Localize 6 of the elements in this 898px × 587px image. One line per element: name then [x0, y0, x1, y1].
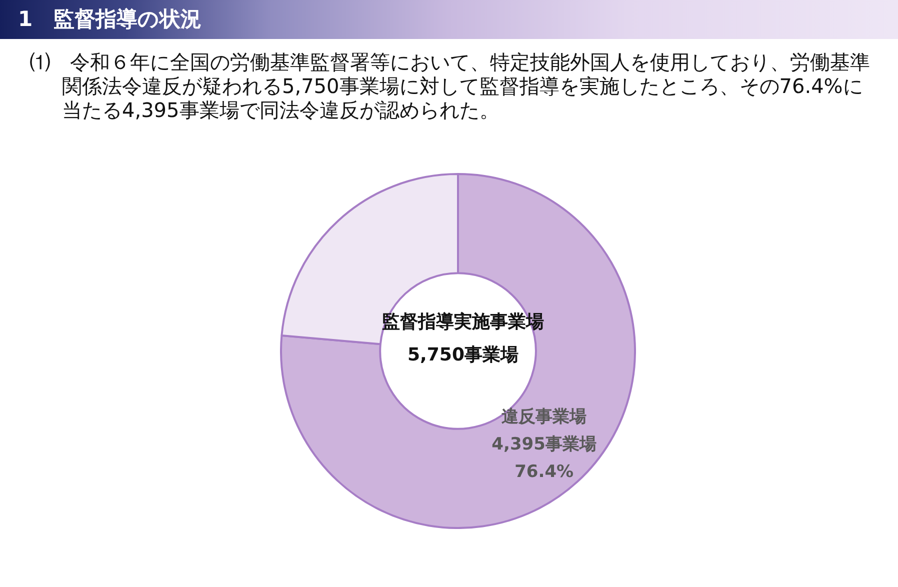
text: 1 監督指導の状況: [18, 6, 202, 32]
data-label: 4,395事業場 76.4%: [492, 434, 596, 482]
slice-label: 違反事業場: [502, 406, 587, 427]
text: 5,750事業場: [408, 344, 518, 366]
text: 監督指導実施事業場: [382, 312, 544, 333]
chart-subtitle: ⑴ 令和６年に全国の労働基準監督署等において、特定技能外国人を使用しており、労働基準関係法令違反が疑われる5,750事業場に対して監督指導を実施したところ、その76.4%に当たる4,395事業場で同法令違反が認められた。: [30, 50, 871, 122]
